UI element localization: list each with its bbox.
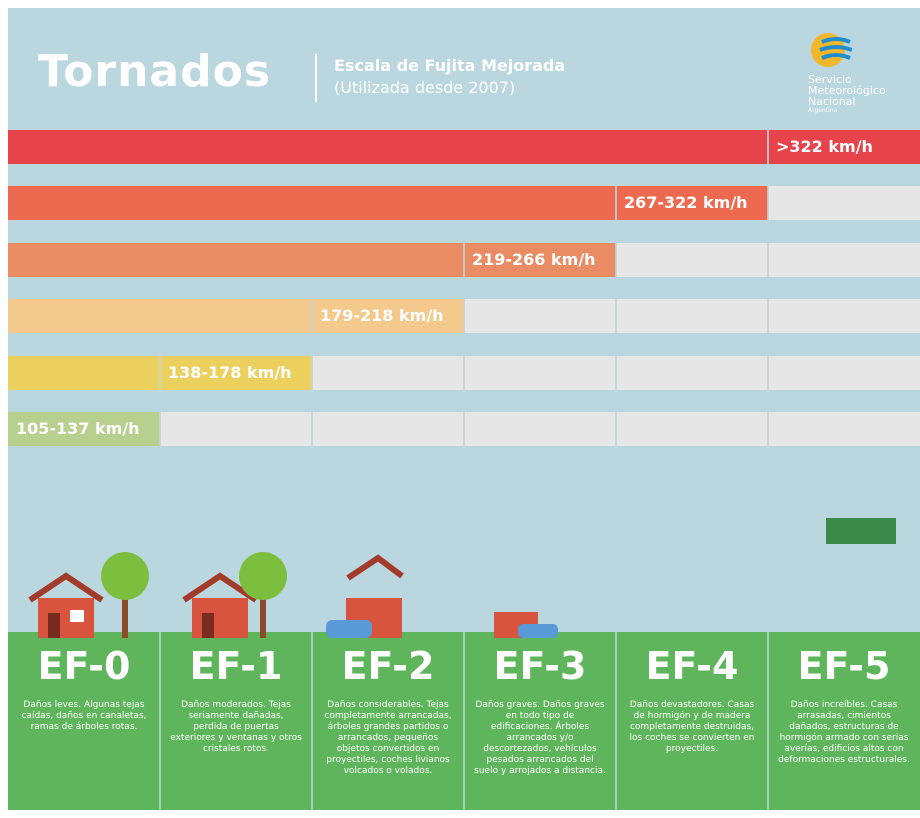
- speed-label: 138-178 km/h: [168, 362, 292, 382]
- description: Daños increíbles. Casas arrasadas, cimie…: [778, 700, 910, 765]
- column-divider: [767, 130, 769, 810]
- logo-text: Servicio: [808, 73, 852, 86]
- description: Daños considerables. Tejas completamente…: [324, 700, 452, 776]
- speed-label: 179-218 km/h: [320, 306, 444, 326]
- level-label: EF-5: [797, 644, 891, 688]
- truck: [826, 518, 896, 544]
- title: Tornados: [38, 46, 272, 97]
- description: Daños moderados. Tejas seriamente dañada…: [170, 700, 302, 754]
- speed-bar: [8, 186, 768, 221]
- tree: [101, 552, 149, 638]
- car: [518, 624, 558, 638]
- infographic: Tornados Escala de Fujita Mejorada (Util…: [8, 8, 920, 810]
- logo-text: Argentina: [808, 107, 838, 114]
- logo-text: Nacional: [808, 95, 856, 108]
- speed-label: 267-322 km/h: [624, 193, 748, 213]
- column-divider: [159, 130, 161, 810]
- level-label: EF-3: [493, 644, 587, 688]
- speed-label: 219-266 km/h: [472, 249, 596, 269]
- description: Daños devastadores. Casas de hormigón y …: [629, 700, 755, 754]
- subtitle: Escala de Fujita Mejorada: [334, 56, 566, 75]
- speed-label: 105-137 km/h: [16, 419, 140, 438]
- logo-icon: [811, 33, 853, 67]
- speed-label: >322 km/h: [776, 137, 873, 156]
- speed-bar: [8, 412, 160, 446]
- speed-bar: [8, 299, 464, 334]
- description: Daños graves. Daños graves en todo tipo …: [474, 700, 606, 776]
- column-divider: [311, 130, 313, 810]
- divider: [315, 54, 317, 102]
- speed-bar: [8, 242, 616, 277]
- description: Daños leves. Algunas tejas caídas, daños…: [21, 700, 147, 732]
- column-divider: [463, 130, 465, 810]
- tree: [239, 552, 287, 638]
- note: (Utilizada desde 2007): [334, 78, 516, 97]
- logo-text: Meteorológico: [808, 84, 886, 97]
- level-label: EF-4: [645, 644, 739, 688]
- house: [28, 572, 104, 638]
- level-label: EF-1: [189, 644, 283, 688]
- car: [326, 620, 372, 638]
- level-label: EF-2: [341, 644, 435, 688]
- house: [182, 572, 258, 638]
- column-divider: [615, 130, 617, 810]
- level-label: EF-0: [37, 644, 131, 688]
- illustrations: [28, 518, 896, 638]
- logo: Servicio Meteorológico Nacional Argentin…: [808, 30, 908, 115]
